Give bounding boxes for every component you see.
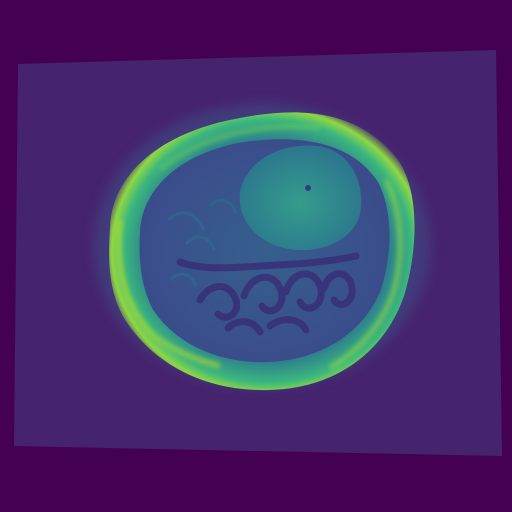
lesion-core bbox=[305, 185, 311, 191]
skull-rim-right bbox=[328, 178, 404, 371]
skull-rim-top bbox=[158, 124, 321, 172]
skull-rim-left bbox=[115, 219, 221, 369]
cortex-texture bbox=[167, 198, 238, 287]
lesion-mass bbox=[239, 145, 362, 251]
sulci bbox=[176, 252, 360, 336]
